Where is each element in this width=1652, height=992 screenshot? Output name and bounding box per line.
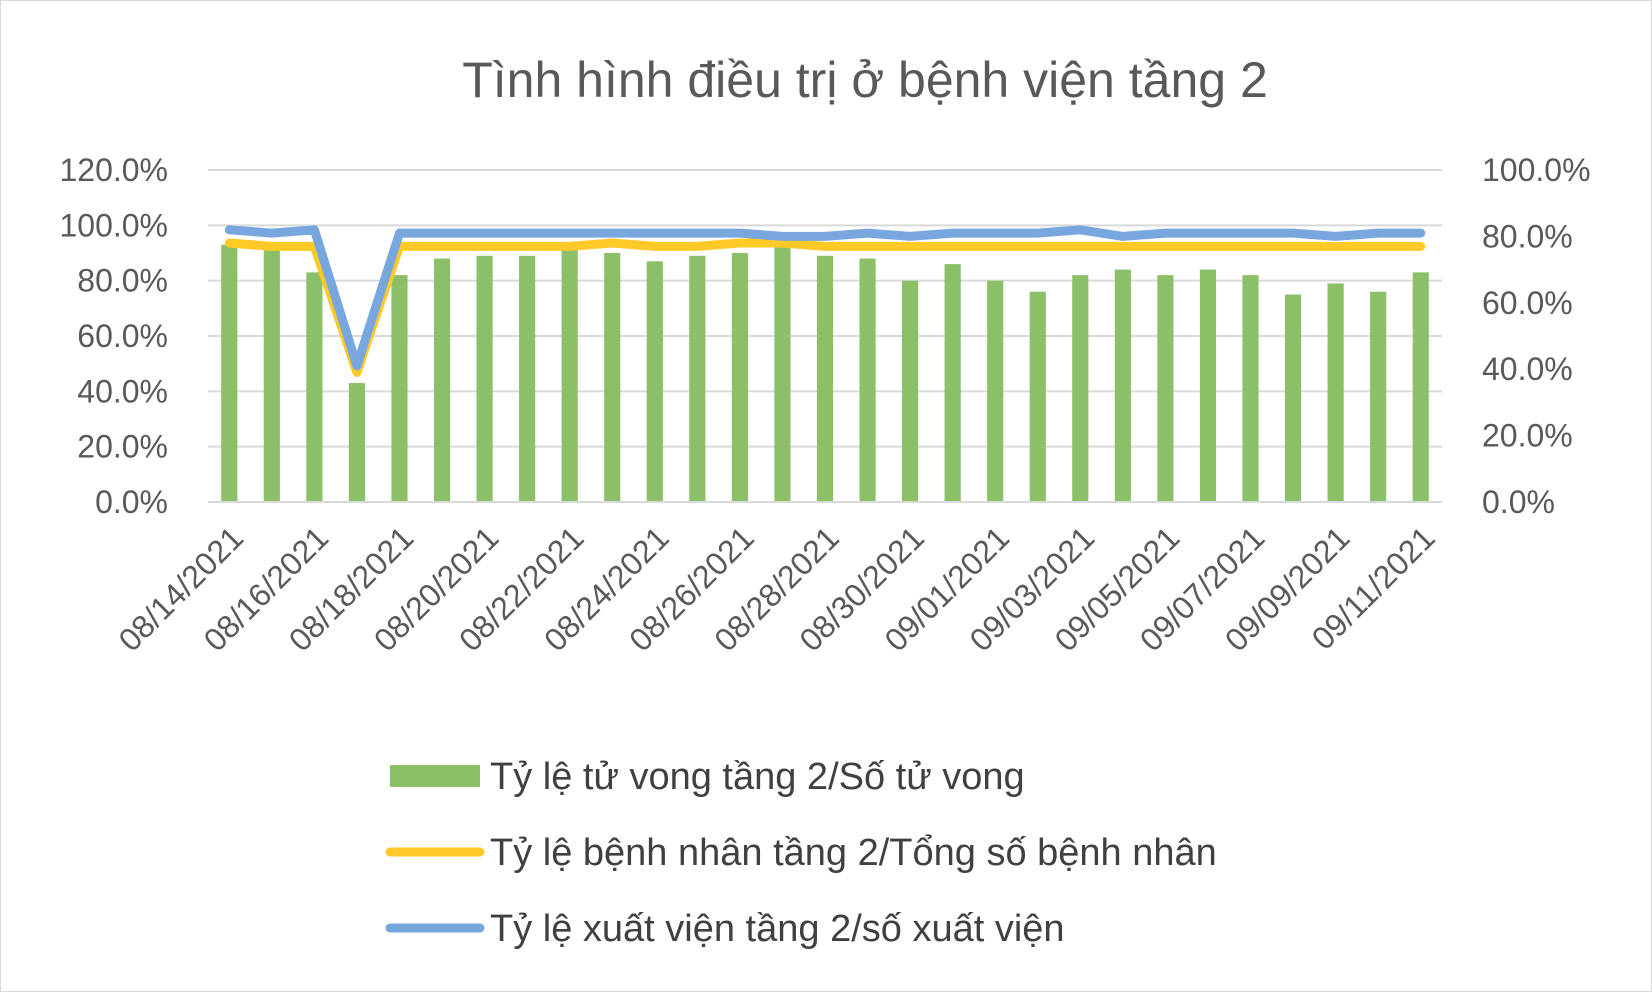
y-left-tick-label: 20.0% [77, 429, 168, 465]
bar [1072, 275, 1089, 502]
y-axis-right: 0.0% 20.0% 40.0% 60.0% 80.0% 100.0% [1482, 152, 1591, 520]
series-line [224, 225, 1426, 371]
legend-swatch-bar [390, 765, 480, 787]
bar [646, 261, 663, 502]
bar [306, 272, 323, 502]
y-right-tick-label: 80.0% [1482, 218, 1573, 254]
y-left-tick-label: 0.0% [95, 484, 168, 520]
x-axis: 08/14/202108/16/202108/18/202108/20/2021… [112, 501, 1442, 658]
y-left-tick-label: 100.0% [59, 207, 168, 243]
bar [476, 255, 493, 502]
legend-label: Tỷ lệ xuất viện tầng 2/số xuất viện [490, 908, 1065, 950]
bar [944, 264, 961, 502]
y-right-tick-label: 0.0% [1482, 484, 1555, 520]
bar [1199, 269, 1217, 502]
legend-label: Tỷ lệ bệnh nhân tầng 2/Tổng số bệnh nhân [490, 832, 1217, 874]
chart-title: Tình hình điều trị ở bệnh viện tầng 2 [462, 52, 1268, 108]
bar [1114, 269, 1131, 502]
bar [1327, 283, 1344, 502]
bar [731, 253, 748, 502]
y-left-tick-label: 40.0% [77, 373, 168, 409]
bar [987, 280, 1004, 502]
bar [433, 258, 451, 502]
y-right-tick-label: 40.0% [1482, 351, 1573, 387]
legend: Tỷ lệ tử vong tầng 2/Số tử vong Tỷ lệ bện… [385, 756, 1217, 950]
bar [902, 280, 919, 502]
y-left-tick-label: 120.0% [59, 152, 168, 188]
bar [816, 255, 834, 502]
bar-series [221, 244, 1429, 502]
bar [604, 253, 621, 502]
bar [689, 255, 706, 502]
bar [561, 247, 578, 502]
bar [391, 275, 408, 502]
bar [1284, 294, 1302, 502]
bar [1242, 275, 1259, 502]
series-line [224, 238, 1426, 377]
y-right-tick-label: 60.0% [1482, 285, 1573, 321]
y-left-tick-label: 80.0% [77, 263, 168, 299]
y-left-tick-label: 60.0% [77, 318, 168, 354]
legend-label: Tỷ lệ tử vong tầng 2/Số tử vong [490, 756, 1025, 798]
y-right-tick-label: 20.0% [1482, 418, 1573, 454]
bar [774, 247, 791, 502]
bar [519, 255, 536, 502]
bar [263, 247, 280, 502]
y-right-tick-label: 100.0% [1482, 152, 1591, 188]
line-series [224, 225, 1426, 377]
bar [221, 244, 238, 502]
bar [1412, 272, 1429, 502]
bar [348, 383, 366, 502]
bar [1029, 291, 1046, 502]
bar [1370, 291, 1387, 502]
bar [1157, 275, 1174, 502]
y-axis-left: 0.0% 20.0% 40.0% 60.0% 80.0% 100.0% 120.0% [59, 152, 168, 520]
bar [859, 258, 876, 502]
